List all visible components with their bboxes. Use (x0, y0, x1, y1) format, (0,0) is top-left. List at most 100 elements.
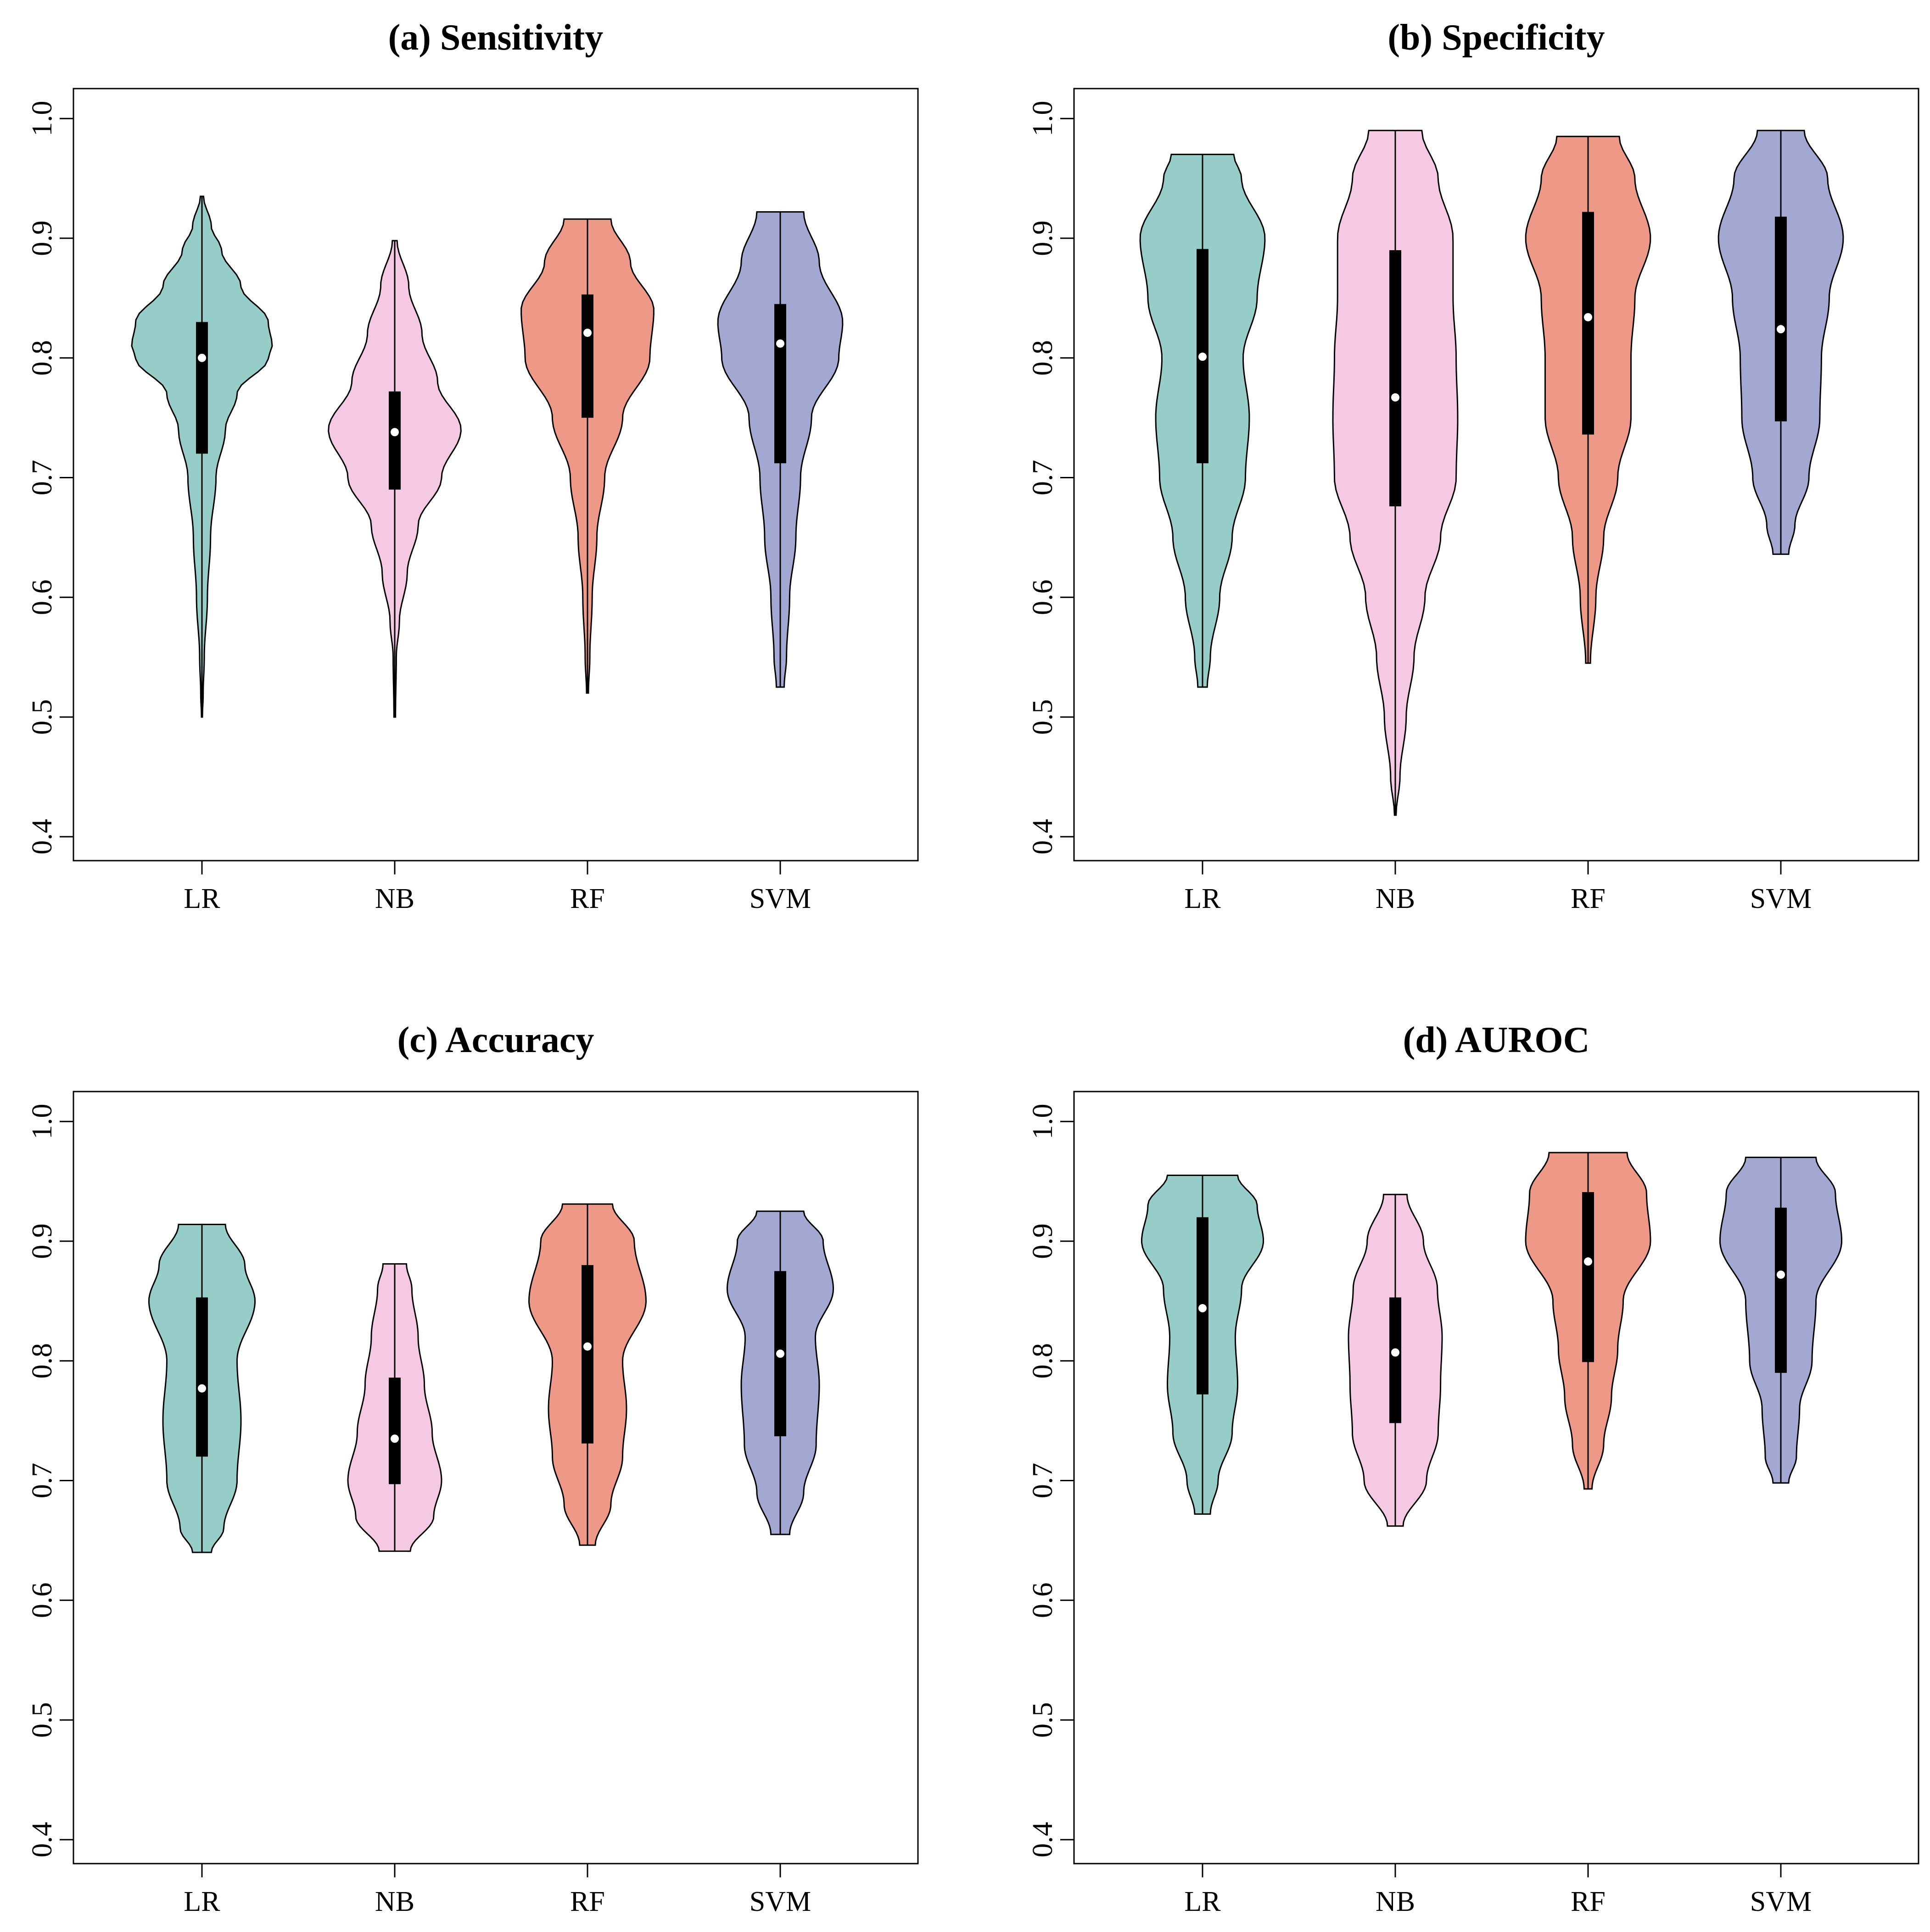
violin-svm (1717, 129, 1844, 555)
median-point (583, 1342, 592, 1351)
iqr-box (582, 1265, 593, 1444)
iqr-box (1775, 217, 1787, 421)
median-point (776, 1350, 784, 1358)
violin-nb (328, 240, 462, 718)
violin-lr (1141, 1175, 1264, 1515)
y-tick-label: 0.5 (27, 699, 58, 735)
median-point (198, 353, 206, 362)
y-tick-label: 0.9 (1027, 1223, 1058, 1259)
panel-title: (a) Sensitivity (388, 17, 604, 58)
x-category-label: SVM (750, 883, 811, 914)
violin-lr (1139, 153, 1266, 688)
violin-rf (528, 1203, 647, 1546)
x-category-label: SVM (750, 1886, 811, 1917)
iqr-box (196, 1297, 208, 1457)
iqr-box (582, 294, 593, 418)
x-category-label: NB (375, 1886, 414, 1917)
violin-rf (1525, 135, 1651, 664)
y-tick-label: 0.5 (27, 1702, 58, 1738)
x-category-label: LR (1184, 1886, 1221, 1917)
x-category-label: NB (375, 883, 414, 914)
y-tick-label: 0.4 (1027, 1822, 1058, 1858)
y-tick-label: 1.0 (1027, 1103, 1058, 1139)
y-tick-label: 0.9 (27, 1223, 58, 1259)
violin-svm (726, 1210, 834, 1535)
y-tick-label: 0.8 (1027, 340, 1058, 376)
y-tick-label: 0.9 (1027, 220, 1058, 256)
violin-nb (347, 1263, 442, 1552)
median-point (1777, 325, 1785, 334)
y-tick-label: 0.7 (27, 460, 58, 496)
median-point (1584, 1257, 1592, 1266)
iqr-box (774, 304, 786, 464)
x-category-label: LR (184, 1886, 220, 1917)
violin-lr (131, 196, 273, 718)
panel-c-accuracy: (c) Accuracy 0.4 0.5 0.6 0.7 0.8 0.9 1.0 LR NB RF S… (27, 1020, 919, 1917)
y-tick-label: 0.6 (27, 1583, 58, 1618)
x-category-label: RF (1571, 883, 1606, 914)
iqr-box (1389, 1297, 1401, 1423)
median-point (1584, 313, 1592, 322)
iqr-box (196, 322, 208, 454)
y-tick-label: 0.4 (27, 1822, 58, 1858)
y-tick-label: 0.6 (1027, 580, 1058, 616)
x-category-label: RF (1571, 1886, 1606, 1917)
violin-rf (1525, 1152, 1651, 1490)
plot-frame (73, 1091, 919, 1865)
violin-rf (520, 218, 655, 694)
plot-frame (73, 88, 919, 862)
y-tick-label: 0.8 (27, 340, 58, 376)
x-category-label: RF (570, 1886, 605, 1917)
panel-title: (c) Accuracy (397, 1020, 594, 1060)
median-point (776, 339, 784, 348)
plot-frame (1073, 1091, 1919, 1865)
iqr-box (389, 1378, 401, 1484)
x-category-label: SVM (1750, 1886, 1812, 1917)
panel-d-auroc: (d) AUROC 0.4 0.5 0.6 0.7 0.8 0.9 1.0 LR NB RF SVM (1027, 1020, 1919, 1917)
iqr-box (1582, 1192, 1594, 1362)
y-tick-label: 1.0 (27, 1103, 58, 1139)
median-point (1198, 1304, 1207, 1313)
x-category-label: LR (1184, 883, 1221, 914)
median-point (198, 1384, 206, 1393)
panel-title: (d) AUROC (1403, 1020, 1590, 1060)
median-point (1391, 1348, 1399, 1357)
violin-nb (1348, 1193, 1443, 1527)
iqr-box (1775, 1207, 1787, 1373)
y-tick-label: 0.8 (27, 1343, 58, 1379)
y-tick-label: 0.8 (1027, 1343, 1058, 1379)
x-category-label: RF (570, 883, 605, 914)
plot-frame (1073, 88, 1919, 862)
panel-b-specificity: (b) Specificity 0.4 0.5 0.6 0.7 0.8 0.9 1.0 LR NB… (1027, 17, 1919, 914)
x-category-label: LR (184, 883, 220, 914)
violin-lr (148, 1224, 256, 1553)
y-tick-label: 0.7 (27, 1463, 58, 1499)
x-category-label: NB (1376, 1886, 1415, 1917)
iqr-box (389, 391, 401, 490)
x-category-label: NB (1376, 883, 1415, 914)
y-tick-label: 1.0 (27, 101, 58, 136)
median-point (1391, 393, 1399, 402)
y-tick-label: 1.0 (1027, 101, 1058, 136)
median-point (583, 328, 592, 337)
y-tick-label: 0.6 (1027, 1583, 1058, 1618)
median-point (1777, 1270, 1785, 1279)
iqr-box (1582, 212, 1594, 435)
x-category-label: SVM (1750, 883, 1812, 914)
y-tick-label: 0.7 (1027, 460, 1058, 496)
y-tick-label: 0.4 (1027, 819, 1058, 855)
median-point (1198, 353, 1207, 361)
panel-a-sensitivity: (a) Sensitivity 0.4 0.5 0.6 0.7 0.8 0.9 1.0 LR NB… (27, 17, 919, 914)
panel-title: (b) Specificity (1387, 17, 1605, 58)
iqr-box (1389, 250, 1401, 507)
violin-svm (1719, 1156, 1842, 1484)
y-tick-label: 0.5 (1027, 1702, 1058, 1738)
violin-nb (1332, 129, 1459, 816)
y-tick-label: 0.4 (27, 819, 58, 855)
y-tick-label: 0.7 (1027, 1463, 1058, 1499)
median-point (391, 428, 399, 437)
violin-svm (717, 211, 844, 688)
median-point (391, 1434, 399, 1443)
y-tick-label: 0.9 (27, 220, 58, 256)
